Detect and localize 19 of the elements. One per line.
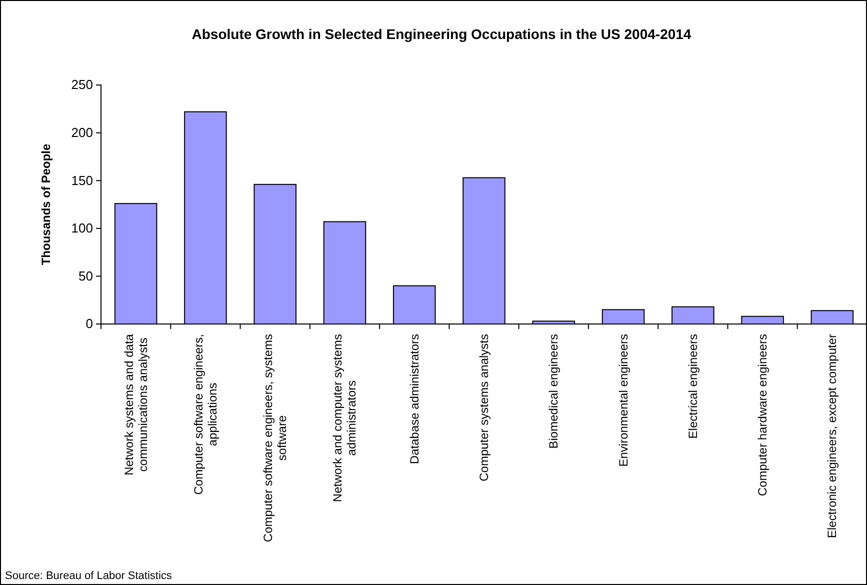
y-tick-label: 50	[78, 268, 93, 284]
x-tick-label: Electrical engineers	[686, 334, 700, 439]
x-tick-label: Biomedical engineers	[546, 334, 561, 449]
y-tick-label: 150	[71, 172, 93, 188]
chart-title: Absolute Growth in Selected Engineering Occupations in the US 2004-2014	[192, 26, 692, 42]
x-tick-label: Network systems and data communications analysts	[122, 334, 150, 476]
x-tick-label: Computer software engineers, systems software	[261, 334, 290, 542]
x-tick-label: Database administrators	[407, 334, 422, 464]
x-tick-label: Electronic engineers, except computer	[825, 334, 840, 538]
x-tick-label: Environmental engineers	[616, 334, 630, 467]
x-tick-label: Computer hardware engineers	[756, 334, 770, 496]
source-note: Source: Bureau of Labor Statistics	[5, 570, 172, 582]
y-tick-label: 0	[86, 316, 93, 332]
y-tick-label: 100	[71, 220, 93, 236]
x-tick-label: Computer software engineers, applications	[191, 334, 220, 495]
y-axis-title: Thousands of People	[39, 144, 53, 266]
x-tick-label: Computer systems analysts	[477, 334, 491, 482]
y-tick-label: 200	[71, 124, 93, 140]
y-tick-label: 250	[71, 77, 93, 92]
